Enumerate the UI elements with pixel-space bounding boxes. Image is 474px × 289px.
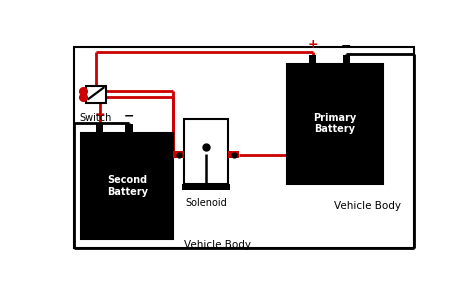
Bar [125,124,133,133]
Text: Primary
Battery: Primary Battery [313,113,356,134]
Bar [287,64,383,184]
Bar [182,184,230,190]
Text: Second
Battery: Second Battery [107,175,148,197]
Bar [96,124,103,133]
Bar [86,86,106,103]
Text: −: − [341,40,352,53]
Text: +: + [308,38,318,51]
Text: Switch: Switch [80,113,112,123]
Text: Solenoid: Solenoid [185,198,227,208]
Bar [184,119,228,184]
Bar [173,151,184,158]
Bar [343,55,350,64]
Bar [82,133,173,239]
Text: +: + [94,108,105,121]
Text: Vehicle Body: Vehicle Body [334,201,401,211]
Bar [228,151,239,158]
Bar [309,55,317,64]
Text: Vehicle Body: Vehicle Body [184,240,251,250]
Text: −: − [124,110,134,123]
